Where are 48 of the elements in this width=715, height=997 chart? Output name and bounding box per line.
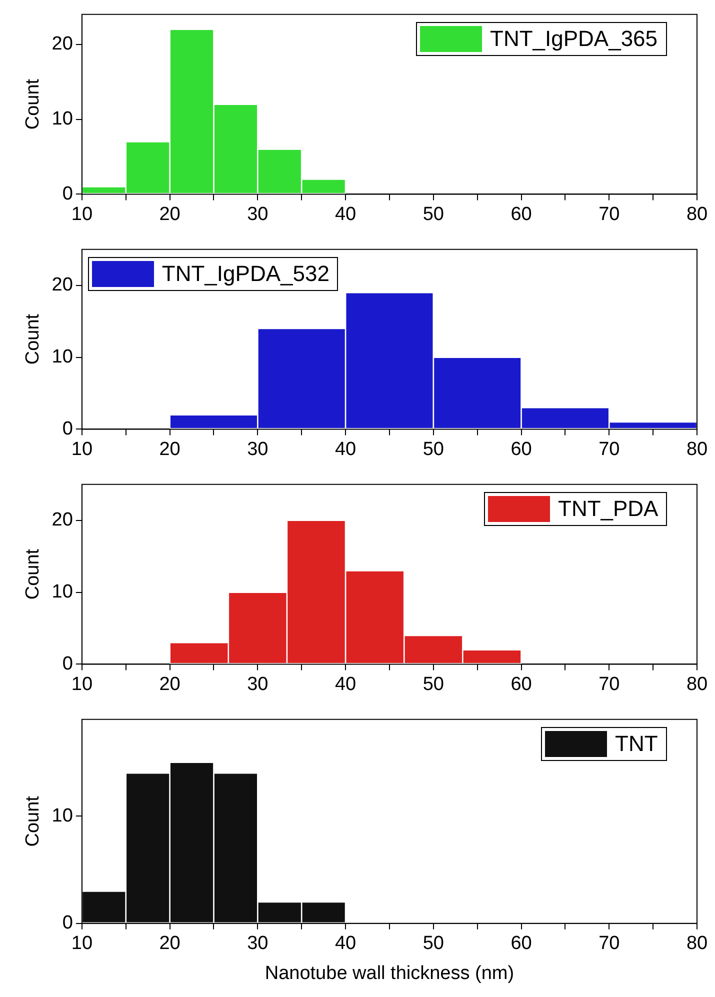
- y-tick-label: 10: [52, 346, 73, 368]
- y-axis-title: Count: [22, 795, 44, 847]
- x-tick-label: 60: [510, 933, 532, 954]
- x-tick-label: 70: [598, 438, 620, 460]
- x-tick-label: 20: [159, 674, 180, 695]
- x-tick-label: 20: [159, 204, 180, 225]
- x-tick-label: 80: [686, 933, 708, 954]
- y-axis-title: Count: [22, 78, 44, 130]
- legend-label: TNT_IgPDA_365: [490, 26, 658, 52]
- x-tick-label: 60: [510, 438, 532, 460]
- x-tick-label: 20: [159, 438, 180, 460]
- y-tick-label: 10: [52, 108, 73, 130]
- x-tick-label: 40: [334, 933, 356, 954]
- x-tick-label: 50: [422, 438, 444, 460]
- x-axis-title: Nanotube wall thickness (nm): [264, 962, 514, 984]
- x-tick-label: 30: [247, 674, 268, 695]
- legend-label: TNT_IgPDA_532: [162, 261, 330, 288]
- y-tick-label: 20: [52, 274, 73, 296]
- y-tick-label: 0: [62, 418, 73, 440]
- x-tick-label: 70: [598, 674, 620, 695]
- x-tick-label: 40: [334, 204, 356, 225]
- x-tick-label: 70: [598, 933, 620, 954]
- y-axis-title: Count: [22, 548, 44, 600]
- y-tick-label: 0: [62, 183, 73, 204]
- legend-label: TNT: [615, 731, 658, 758]
- y-tick-label: 20: [52, 510, 73, 531]
- y-tick-label: 10: [52, 805, 73, 826]
- x-tick-label: 30: [247, 204, 268, 225]
- x-tick-label: 40: [334, 674, 356, 695]
- x-tick-label: 50: [422, 674, 444, 695]
- y-axis-title: Count: [22, 313, 44, 365]
- x-tick-label: 60: [510, 674, 532, 695]
- y-tick-label: 0: [62, 912, 73, 934]
- x-tick-label: 30: [247, 438, 268, 460]
- y-tick-label: 10: [52, 582, 73, 603]
- x-tick-label: 80: [686, 204, 708, 225]
- y-tick-label: 0: [62, 653, 73, 674]
- x-tick-label: 80: [686, 438, 708, 460]
- x-tick-label: 40: [334, 438, 356, 460]
- x-tick-label: 50: [422, 933, 444, 954]
- y-tick-label: 20: [52, 34, 73, 55]
- x-tick-label: 20: [159, 933, 180, 954]
- x-tick-label: 60: [510, 204, 532, 225]
- x-tick-label: 30: [247, 933, 268, 954]
- legend-label: TNT_PDA: [558, 496, 658, 522]
- x-tick-label: 70: [598, 204, 620, 225]
- x-tick-label: 80: [686, 674, 708, 695]
- x-tick-label: 50: [422, 204, 444, 225]
